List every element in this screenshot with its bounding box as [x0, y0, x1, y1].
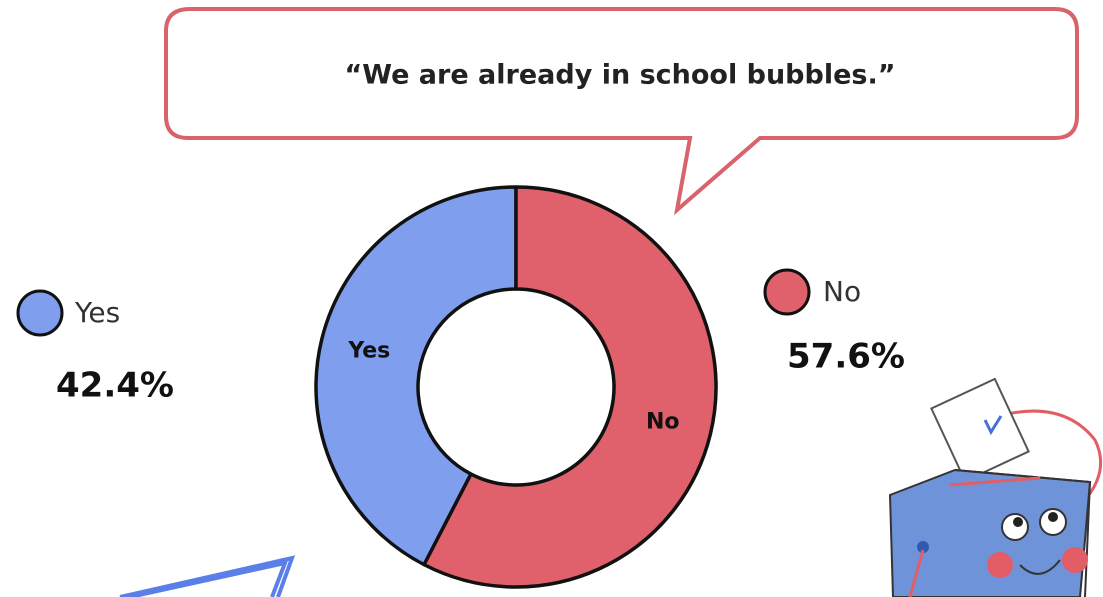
value-label: 57.6% [787, 337, 905, 377]
legend-swatch [16, 289, 64, 337]
donut: Yes No [314, 185, 718, 589]
slice-label: No [646, 410, 680, 435]
legend-label: Yes [74, 296, 120, 329]
legend-label: No [823, 275, 861, 308]
quote: “We are already in school bubbles.” [345, 60, 896, 91]
speech-bubble [164, 7, 1079, 216]
value-label: 42.4% [56, 366, 174, 406]
legend-swatch [763, 268, 811, 316]
slice-label: Yes [347, 338, 390, 363]
arrow-decoration [119, 555, 296, 597]
ballot-box [888, 377, 1103, 597]
donut-slice [422, 185, 718, 589]
donut-slice [314, 185, 518, 567]
